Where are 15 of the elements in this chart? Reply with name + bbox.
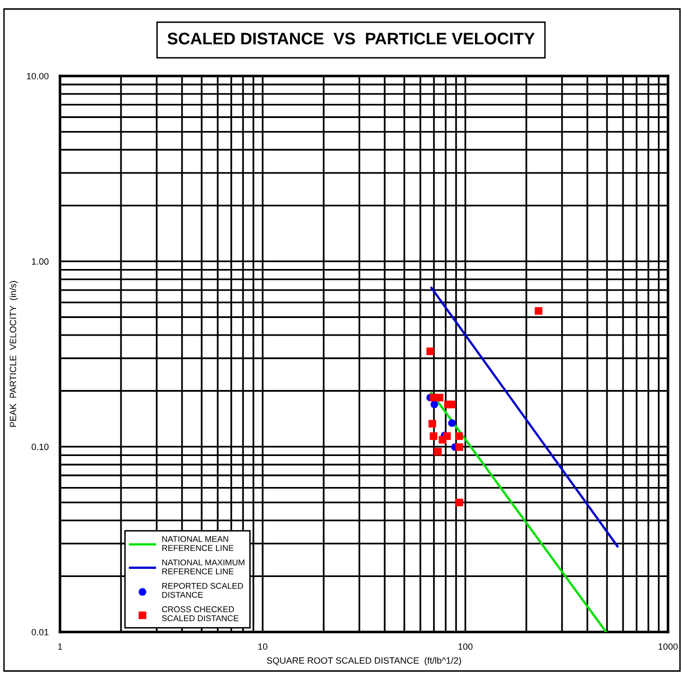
x-tick-label: 1 xyxy=(58,643,62,650)
legend-label: CROSS CHECKED SCALED DISTANCE xyxy=(162,606,238,622)
x-tick-label: 10 xyxy=(258,643,268,650)
y-tick-label: 10.00 xyxy=(26,72,49,80)
legend-label: NATIONAL MAXIMUM REFERENCE LINE xyxy=(162,559,244,574)
y-axis-title: PEAK PARTICLE VELOCITY (in/s) xyxy=(10,281,18,427)
y-tick-label: 0.01 xyxy=(32,628,48,636)
legend-label: NATIONAL MEAN REFERENCE LINE xyxy=(162,536,234,551)
x-tick-label: 100 xyxy=(458,643,473,650)
y-tick-label: 1.00 xyxy=(32,258,49,265)
x-axis-title: SQUARE ROOT SCALED DISTANCE (ft/lb^1/2) xyxy=(266,657,461,666)
y-tick-label: 0.10 xyxy=(32,444,49,450)
legend-label: REPORTED SCALED DISTANCE xyxy=(162,582,244,598)
chart-title: SCALED DISTANCE VS PARTICLE VELOCITY xyxy=(168,32,535,44)
x-tick-label: 1000 xyxy=(658,643,678,650)
